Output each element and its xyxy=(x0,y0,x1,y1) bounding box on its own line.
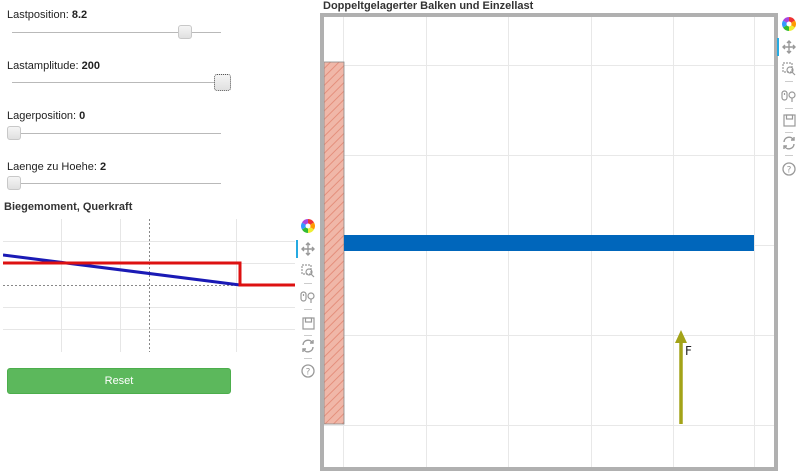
slider-track[interactable] xyxy=(12,183,221,184)
main-plot[interactable]: F xyxy=(320,13,778,471)
wall-support xyxy=(323,61,345,425)
slider-handle[interactable] xyxy=(178,25,192,39)
reset-icon[interactable] xyxy=(779,133,799,153)
toolbar-separator xyxy=(304,335,312,336)
reset-icon[interactable] xyxy=(298,336,318,356)
slider-track[interactable] xyxy=(12,32,221,33)
small-plot-canvas xyxy=(2,219,295,352)
toolbar-separator xyxy=(785,132,793,133)
main-plot-title: Doppeltgelagerter Balken und Einzellast xyxy=(323,0,534,12)
slider-label: Laenge zu Hoehe: 2 xyxy=(7,161,107,173)
pan-icon[interactable] xyxy=(298,239,318,259)
toolbar-separator xyxy=(785,81,793,82)
active-tool-indicator xyxy=(296,240,298,258)
slider-track[interactable] xyxy=(12,133,221,134)
force-arrow-head xyxy=(675,330,687,343)
moment-series-line xyxy=(2,253,241,287)
slider-label: Lagerposition: 0 xyxy=(7,110,86,122)
slider-track[interactable] xyxy=(12,82,221,83)
slider-handle[interactable] xyxy=(7,176,21,190)
force-label: F xyxy=(685,344,692,358)
slider-handle[interactable] xyxy=(214,74,231,91)
toolbar-separator xyxy=(304,309,312,310)
save-icon[interactable] xyxy=(298,313,318,333)
toolbar-separator xyxy=(304,358,312,359)
slider-label: Lastamplitude: 200 xyxy=(7,60,100,72)
color-wheel-icon[interactable] xyxy=(779,14,799,34)
help-icon[interactable]: ? xyxy=(298,361,318,381)
wheel-zoom-icon[interactable] xyxy=(298,287,318,307)
toolbar-separator xyxy=(304,283,312,284)
shear-series-line xyxy=(3,261,295,287)
reset-button[interactable]: Reset xyxy=(7,368,231,394)
active-tool-indicator xyxy=(777,38,779,56)
pan-icon[interactable] xyxy=(779,37,799,57)
box-zoom-icon[interactable] xyxy=(298,261,318,281)
small-plot-title: Biegemoment, Querkraft xyxy=(4,201,133,213)
help-icon[interactable]: ? xyxy=(779,159,799,179)
toolbar-separator xyxy=(785,108,793,109)
main-plot-toolbar: ? xyxy=(777,14,799,179)
small-plot[interactable] xyxy=(2,219,295,352)
slider-label: Lastposition: 8.2 xyxy=(7,9,88,21)
beam xyxy=(344,235,754,251)
svg-text:?: ? xyxy=(306,368,311,378)
toolbar-separator xyxy=(785,155,793,156)
wheel-zoom-icon[interactable] xyxy=(779,86,799,106)
color-wheel-icon[interactable] xyxy=(298,216,318,236)
box-zoom-icon[interactable] xyxy=(779,59,799,79)
save-icon[interactable] xyxy=(779,110,799,130)
main-plot-area: F xyxy=(323,17,774,467)
main-plot-canvas: F xyxy=(323,17,774,467)
small-plot-toolbar: ? xyxy=(296,216,318,378)
svg-text:?: ? xyxy=(787,166,792,176)
slider-handle[interactable] xyxy=(7,126,21,140)
